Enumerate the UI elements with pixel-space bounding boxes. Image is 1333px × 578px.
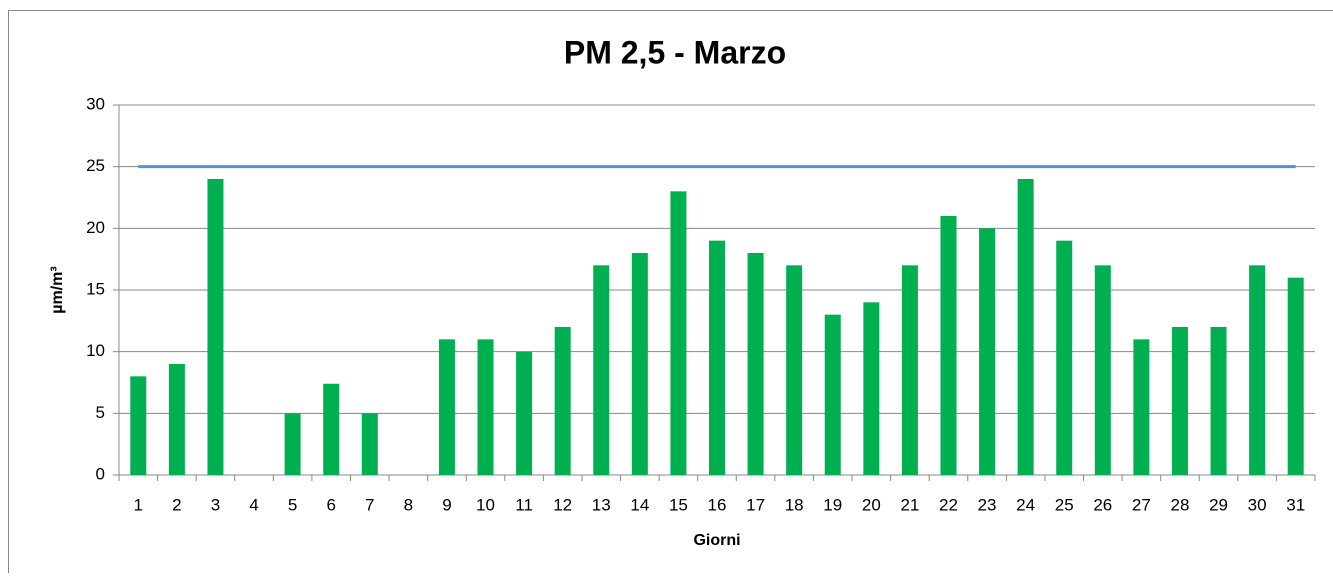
x-tick-label: 16 (708, 495, 727, 514)
x-tick-label: 21 (900, 495, 919, 514)
x-tick-label: 13 (592, 495, 611, 514)
x-tick-label: 2 (172, 495, 181, 514)
x-tick-label: 14 (630, 495, 649, 514)
x-tick-label: 3 (211, 495, 220, 514)
bar (863, 302, 879, 475)
x-tick-label: 5 (288, 495, 297, 514)
x-tick-label: 28 (1171, 495, 1190, 514)
bar (632, 253, 648, 475)
x-tick-label: 24 (1016, 495, 1035, 514)
bar (1095, 265, 1111, 475)
x-tick-label: 30 (1248, 495, 1267, 514)
y-tick-label: 20 (86, 218, 105, 237)
x-tick-label: 25 (1055, 495, 1074, 514)
x-tick-label: 20 (862, 495, 881, 514)
bar (207, 179, 223, 475)
bar (593, 265, 609, 475)
bar (1211, 327, 1227, 475)
bar (1172, 327, 1188, 475)
bar (786, 265, 802, 475)
y-tick-label: 0 (96, 464, 105, 483)
bar (979, 228, 995, 475)
bar (130, 376, 146, 475)
bar (1133, 339, 1149, 475)
bar (439, 339, 455, 475)
bar (1018, 179, 1034, 475)
bar (169, 364, 185, 475)
x-tick-label: 31 (1286, 495, 1305, 514)
bar (940, 216, 956, 475)
bar (748, 253, 764, 475)
y-tick-label: 25 (86, 156, 105, 175)
bar (1288, 278, 1304, 475)
x-tick-label: 8 (404, 495, 413, 514)
x-tick-label: 29 (1209, 495, 1228, 514)
bar (709, 241, 725, 475)
x-tick-label: 15 (669, 495, 688, 514)
y-tick-label: 5 (96, 403, 105, 422)
bar (516, 352, 532, 475)
x-tick-label: 7 (365, 495, 374, 514)
x-tick-label: 6 (326, 495, 335, 514)
x-tick-label: 27 (1132, 495, 1151, 514)
x-tick-label: 9 (442, 495, 451, 514)
y-tick-label: 10 (86, 341, 105, 360)
x-tick-label: 1 (134, 495, 143, 514)
bar (362, 413, 378, 475)
x-tick-label: 18 (785, 495, 804, 514)
bar (1056, 241, 1072, 475)
x-tick-label: 10 (476, 495, 495, 514)
y-tick-label: 15 (86, 279, 105, 298)
x-tick-label: 23 (978, 495, 997, 514)
x-tick-label: 4 (249, 495, 258, 514)
bar (825, 315, 841, 475)
x-tick-label: 11 (515, 495, 533, 514)
bar (323, 384, 339, 475)
bar (555, 327, 571, 475)
x-tick-label: 26 (1093, 495, 1112, 514)
x-tick-label: 12 (553, 495, 572, 514)
bar (1249, 265, 1265, 475)
bar (478, 339, 494, 475)
x-axis-label: Giorni (693, 532, 740, 549)
bar (670, 191, 686, 475)
chart-title: PM 2,5 - Marzo (564, 34, 786, 70)
bar (285, 413, 301, 475)
x-tick-label: 19 (823, 495, 842, 514)
x-tick-label: 17 (746, 495, 765, 514)
y-tick-label: 30 (86, 94, 105, 113)
x-tick-label: 22 (939, 495, 958, 514)
bar (902, 265, 918, 475)
y-axis-label: µm/m³ (49, 266, 66, 313)
